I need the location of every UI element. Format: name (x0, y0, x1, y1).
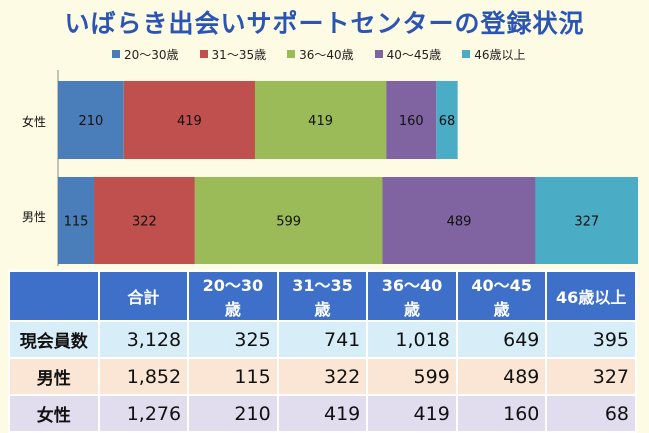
table-row: 女性 1,276 210 419 419 160 68 (8, 394, 637, 433)
bar-segment (94, 177, 195, 264)
data-label: 68 (439, 114, 456, 129)
table-cell: 599 (366, 357, 458, 396)
table-cell: 649 (455, 320, 548, 359)
table-cell: 327 (545, 357, 637, 396)
table-row-header: 現会員数 (8, 320, 100, 359)
legend-label: 36～40歳 (299, 47, 354, 62)
table-cell: 3,128 (97, 320, 190, 359)
data-label: 419 (308, 114, 333, 129)
legend-label: 46歳以上 (474, 47, 526, 62)
legend-item: 40～45歳 (374, 46, 442, 62)
table-cell: 1,276 (97, 394, 190, 433)
category-label: 男性 (22, 210, 46, 224)
table-cell: 68 (545, 394, 637, 433)
page-title: いばらき出会いサポートセンターの登録状況 (64, 9, 585, 38)
data-label: 322 (132, 215, 157, 230)
bar-segment (436, 81, 458, 159)
legend-swatch (112, 50, 120, 58)
bar-segment (58, 81, 124, 159)
table-cell: 489 (455, 357, 548, 396)
legend-item: 20～30歳 (112, 46, 179, 62)
legend-swatch (374, 50, 383, 58)
table-cell: 419 (276, 394, 369, 433)
data-label: 327 (574, 215, 599, 230)
table-cell: 741 (276, 320, 369, 359)
table-cell: 325 (187, 320, 279, 359)
legend-swatch (199, 50, 208, 58)
chart-legend: 20～30歳 31～35歳 36～40歳 40～45歳 46歳以上 (112, 46, 546, 62)
data-label: 160 (399, 114, 424, 129)
legend-label: 31～35歳 (211, 47, 267, 62)
table-row-header: 女性 (8, 394, 100, 433)
stacked-bar-chart: 女性 男性 210 419 419 160 68 115 322 599 489 327 (22, 70, 638, 266)
data-label: 489 (447, 215, 472, 230)
table-header-cell: 31～35歳 (276, 270, 369, 322)
category-label: 女性 (22, 114, 46, 129)
data-label: 419 (177, 114, 202, 129)
table-header-cell: 46歳以上 (545, 270, 637, 322)
bars-group: 210 419 419 160 68 115 322 599 489 327 (58, 81, 638, 264)
data-label: 599 (276, 215, 301, 230)
bar-segment (123, 81, 255, 159)
table-cell: 210 (187, 394, 279, 433)
table-cell: 1,018 (366, 320, 458, 359)
table-header-cell: 合計 (97, 270, 190, 322)
bar-segment (382, 177, 536, 264)
bar-segment (254, 81, 387, 159)
table-header-cell: 40～45歳 (455, 270, 548, 322)
data-label: 115 (64, 215, 89, 230)
bar-segment (194, 177, 383, 264)
table-cell: 419 (366, 394, 458, 433)
table-cell: 322 (276, 357, 369, 396)
table-row: 現会員数 3,128 325 741 1,018 649 395 (8, 320, 637, 359)
legend-swatch (287, 50, 296, 58)
table-cell: 395 (545, 320, 637, 359)
table-cell: 160 (455, 394, 548, 433)
legend-swatch (462, 50, 471, 58)
table-header-row: 合計 20～30歳 31～35歳 36～40歳 40～45歳 46歳以上 (8, 270, 637, 322)
legend-item: 36～40歳 (287, 46, 354, 62)
legend-item: 31～35歳 (199, 46, 267, 62)
table-header-cell: 20～30歳 (187, 270, 279, 322)
table-row: 男性 1,852 115 322 599 489 327 (8, 357, 637, 396)
legend-label: 20～30歳 (124, 47, 179, 62)
table-header-cell: 36～40歳 (366, 270, 458, 322)
legend-label: 40～45歳 (386, 47, 442, 62)
table-cell: 1,852 (97, 357, 190, 396)
table-cell: 115 (187, 357, 279, 396)
table-header-cell (8, 270, 100, 322)
bar-segment (386, 81, 437, 159)
legend-item: 46歳以上 (462, 46, 525, 62)
table-row-header: 男性 (8, 357, 100, 396)
bar-segment (535, 177, 638, 264)
data-table: 合計 20～30歳 31～35歳 36～40歳 40～45歳 46歳以上 現会員… (8, 270, 637, 433)
data-label: 210 (78, 114, 103, 129)
bar-segment (58, 177, 95, 264)
